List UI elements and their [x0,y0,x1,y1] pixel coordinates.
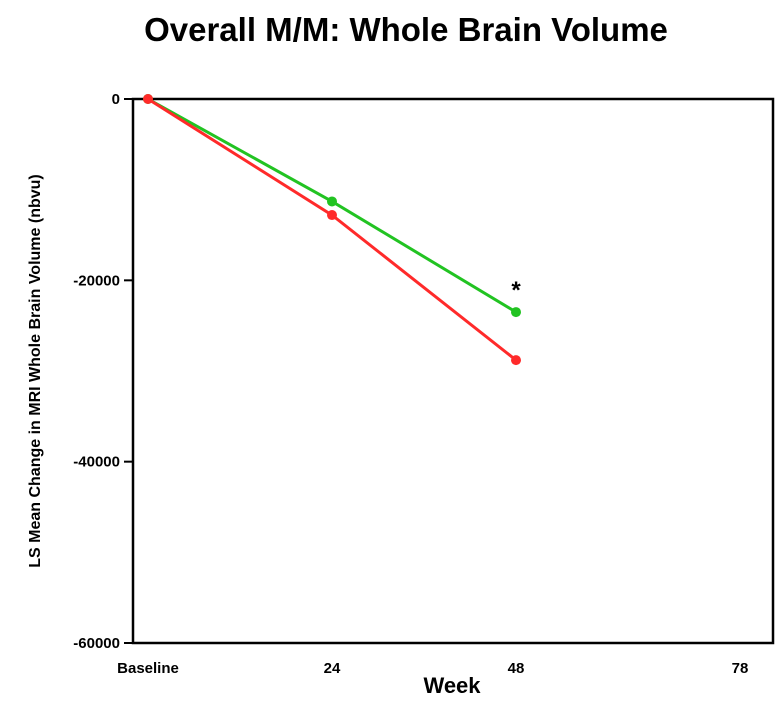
y-tick-label: -20000 [73,272,120,289]
series-line-2 [147,97,517,362]
x-tick-label: 48 [508,660,525,677]
plot-area-frame [131,97,775,645]
data-point [143,94,153,104]
x-tick-label: 78 [732,660,749,677]
x-axis-label: Week [423,673,481,698]
data-point [327,210,337,221]
significance-asterisk: * [511,277,521,304]
x-axis: Baseline 24 48 78 [117,660,748,677]
x-tick-label: Baseline [117,660,179,677]
annotation-layer: * [511,277,521,304]
y-axis: 0 -20000 -40000 -60000 [73,91,133,652]
y-tick-label: 0 [112,91,120,108]
series-layer [143,94,521,366]
y-tick-label: -40000 [73,454,120,471]
x-tick-label: 24 [324,660,341,677]
data-point [327,196,337,207]
y-tick-label: -60000 [73,635,120,652]
y-axis-label: LS Mean Change in MRI Whole Brain Volume… [27,174,44,568]
data-point [511,307,521,318]
chart-title: Overall M/M: Whole Brain Volume [144,11,668,48]
data-point [511,355,521,366]
